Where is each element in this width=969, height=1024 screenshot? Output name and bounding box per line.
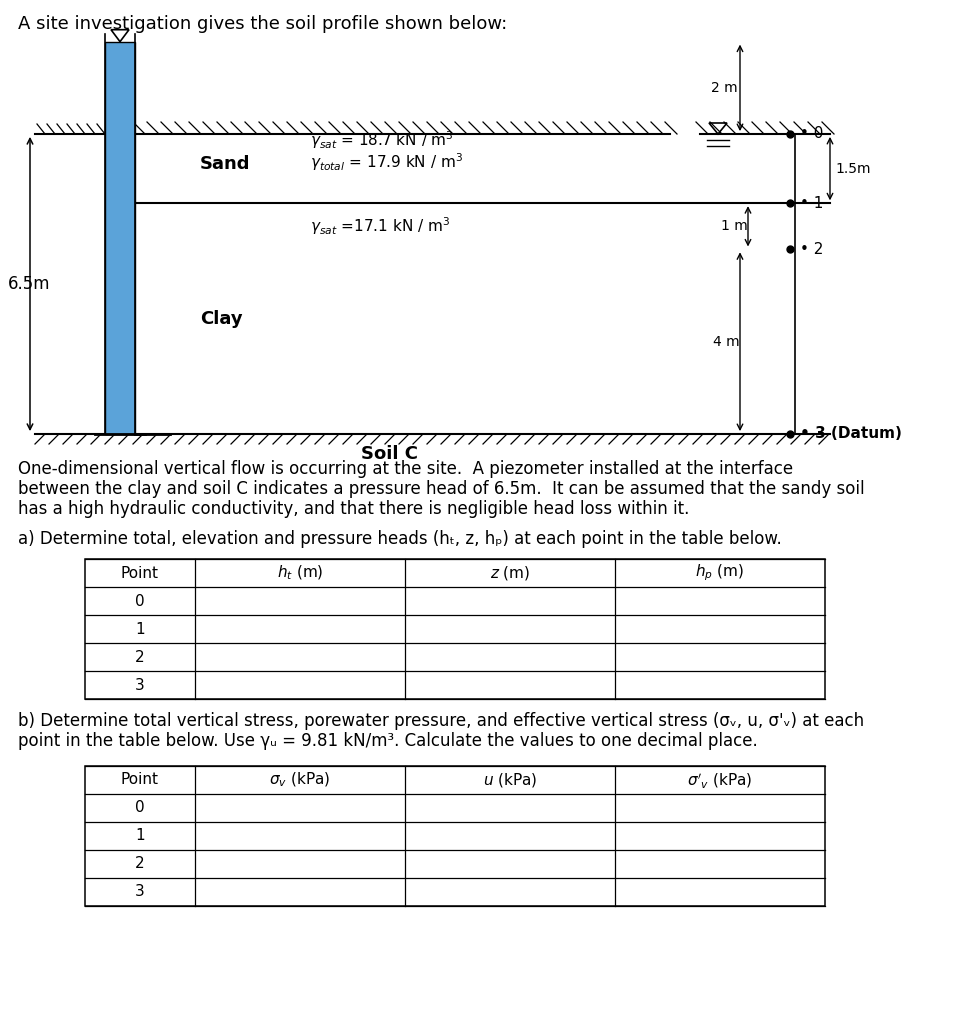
Text: A site investigation gives the soil profile shown below:: A site investigation gives the soil prof… [18, 15, 507, 33]
Text: • 0: • 0 [799, 127, 823, 141]
Text: Point: Point [121, 772, 159, 787]
Text: 0: 0 [135, 594, 144, 608]
Text: b) Determine total vertical stress, porewater pressure, and effective vertical s: b) Determine total vertical stress, pore… [18, 712, 863, 730]
Text: One-dimensional vertical flow is occurring at the site.  A piezometer installed : One-dimensional vertical flow is occurri… [18, 460, 793, 478]
Bar [85, 766, 825, 906]
Text: • 2: • 2 [799, 242, 823, 257]
Text: Clay: Clay [200, 309, 242, 328]
Text: $\sigma_v$ (kPa): $\sigma_v$ (kPa) [269, 771, 330, 790]
Bar [85, 559, 825, 699]
Text: $\sigma'_v$ (kPa): $\sigma'_v$ (kPa) [687, 770, 752, 790]
Text: • 1: • 1 [799, 196, 823, 211]
Text: 1.5m: 1.5m [834, 162, 869, 175]
Text: 1: 1 [135, 828, 144, 844]
Text: 2: 2 [135, 856, 144, 871]
Text: Point: Point [121, 565, 159, 581]
Text: Soil C: Soil C [361, 445, 418, 463]
Text: has a high hydraulic conductivity, and that there is negligible head loss within: has a high hydraulic conductivity, and t… [18, 500, 689, 518]
Text: 2: 2 [135, 649, 144, 665]
Text: a) Determine total, elevation and pressure heads (hₜ, z, hₚ) at each point in th: a) Determine total, elevation and pressu… [18, 530, 781, 548]
Text: 4 m: 4 m [712, 335, 738, 349]
Text: 0: 0 [135, 801, 144, 815]
Text: 6.5m: 6.5m [8, 275, 50, 293]
Text: $u$ (kPa): $u$ (kPa) [483, 771, 537, 790]
Text: • 3 (Datum): • 3 (Datum) [799, 427, 901, 441]
Text: point in the table below. Use γᵤ = 9.81 kN/m³. Calculate the values to one decim: point in the table below. Use γᵤ = 9.81 … [18, 732, 757, 750]
Text: 1 m: 1 m [720, 219, 746, 233]
Text: Sand: Sand [200, 155, 250, 173]
Text: 3: 3 [135, 678, 144, 692]
Text: 2 m: 2 m [710, 81, 736, 95]
Bar [105, 42, 135, 434]
Text: $\gamma_{total}$ = 17.9 kN / m$^3$: $\gamma_{total}$ = 17.9 kN / m$^3$ [310, 152, 462, 173]
Text: $\gamma_{sat}$ =17.1 kN / m$^3$: $\gamma_{sat}$ =17.1 kN / m$^3$ [310, 215, 450, 238]
Text: 1: 1 [135, 622, 144, 637]
Text: $z$ (m): $z$ (m) [489, 564, 530, 582]
Text: $h_p$ (m): $h_p$ (m) [695, 563, 744, 584]
Text: 3: 3 [135, 885, 144, 899]
Text: $h_t$ (m): $h_t$ (m) [276, 564, 323, 583]
Text: $\gamma_{sat}$ = 18.7 kN / m$^3$: $\gamma_{sat}$ = 18.7 kN / m$^3$ [310, 130, 453, 152]
Text: between the clay and soil C indicates a pressure head of 6.5m.  It can be assume: between the clay and soil C indicates a … [18, 480, 863, 498]
